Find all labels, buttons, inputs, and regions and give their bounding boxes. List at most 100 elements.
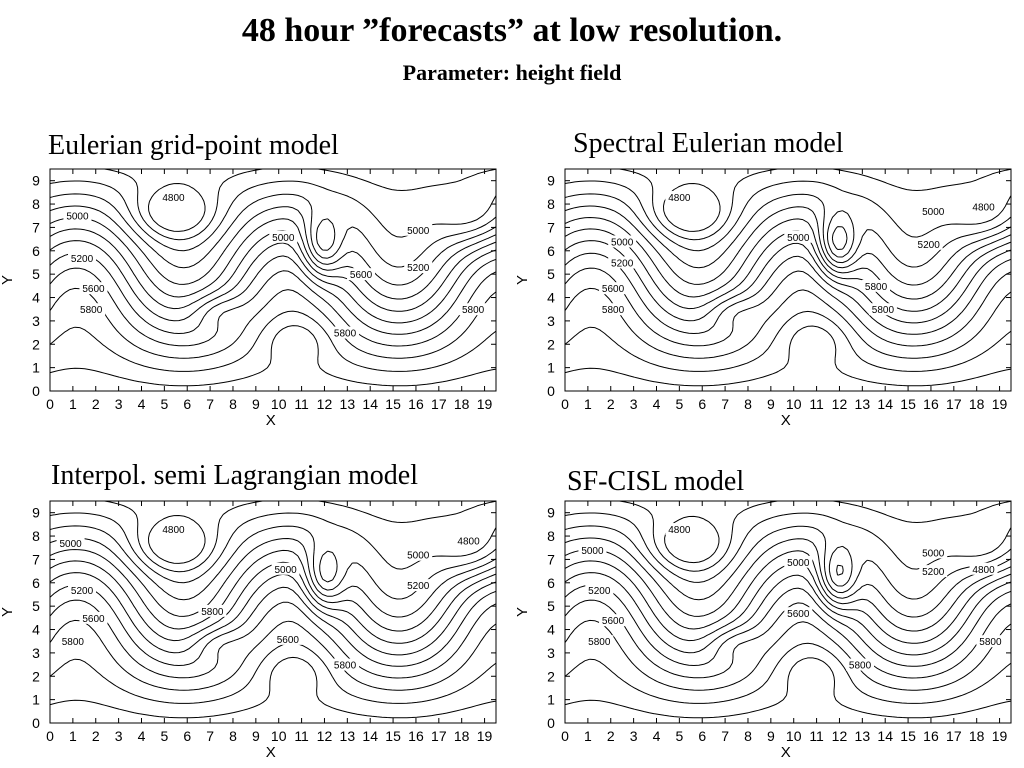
y-tick-label: 5 [32,598,40,614]
contour-label: 5200 [918,240,941,251]
x-tick-label: 9 [767,396,775,412]
y-tick-label: 0 [547,715,555,731]
x-tick-label: 7 [206,728,214,744]
contour-label-bg [665,191,694,204]
contour-label: 5800 [80,305,103,316]
contour-label-bg [846,658,875,671]
x-tick-label: 15 [900,396,916,412]
x-tick-label: 8 [744,728,752,744]
x-tick-label: 18 [454,396,470,412]
contour-label-bg [976,635,1005,648]
y-tick-label: 9 [547,505,555,521]
contour-label-bg [404,223,433,236]
contour-label: 4800 [668,525,691,536]
x-tick-label: 4 [653,396,661,412]
contour-label-bg [404,579,433,592]
contour-label: 5200 [588,586,611,597]
contour-label-bg [919,205,948,218]
y-tick-label: 4 [32,622,40,638]
contour-label-bg [585,583,614,596]
contour-line-5000 [50,525,496,601]
contour-label: 5800 [201,607,224,618]
contour-label: 4800 [972,565,995,576]
contour-label: 5600 [277,635,300,646]
x-tick-label: 4 [653,728,661,744]
y-tick-label: 7 [547,219,555,235]
contour-label-bg [784,607,813,620]
contour-label: 5800 [865,282,888,293]
contour-label-bg [454,534,483,547]
contour-line-5200 [565,217,1011,300]
y-tick-label: 0 [32,383,40,399]
contour-label: 5000 [407,226,430,237]
y-tick-label: 3 [32,313,40,329]
contour-label-bg [919,565,948,578]
contour-label-bg [868,303,897,316]
page-subtitle: Parameter: height field [402,60,622,85]
contour-line-4800 [619,169,1011,250]
contour-label: 5600 [602,616,625,627]
y-tick-label: 6 [32,575,40,591]
x-tick-label: 0 [46,728,54,744]
contour-label-bg [585,635,614,648]
x-tick-label: 17 [431,728,447,744]
y-tick-label: 2 [547,668,555,684]
y-tick-label: 4 [547,622,555,638]
contour-label: 5600 [82,284,105,295]
contour-label: 4800 [162,193,185,204]
contour-label-bg [914,237,943,250]
contour-label-bg [862,279,891,292]
contour-label: 5000 [66,212,89,223]
contour-line-5200 [50,217,496,300]
y-tick-label: 3 [547,313,555,329]
contour-label-bg [578,544,607,557]
panel-title-eulerian: Eulerian grid-point model [48,130,339,161]
x-tick-label: 17 [946,396,962,412]
contour-label-bg [919,546,948,559]
x-tick-label: 6 [183,728,191,744]
y-tick-label: 8 [547,196,555,212]
x-tick-label: 17 [946,728,962,744]
contour-label-bg [271,562,300,575]
contour-label: 5000 [922,548,945,559]
contour-label-bg [79,282,108,295]
contour-plot-spectral: 4800480050005000500052005200560058005800… [514,168,1012,429]
x-axis-label: X [781,412,791,429]
x-tick-label: 1 [69,728,77,744]
x-tick-label: 18 [454,728,470,744]
contour-label: 5200 [407,581,430,592]
contour-label-bg [68,251,97,264]
y-tick-label: 7 [32,551,40,567]
contour-label: 5800 [872,305,895,316]
x-tick-label: 3 [115,728,123,744]
contour-label-bg [599,303,628,316]
x-axis-label: X [266,412,276,429]
contour-label-bg [404,548,433,561]
x-tick-label: 19 [477,728,493,744]
contour-label: 5000 [611,237,634,248]
x-tick-label: 10 [786,396,802,412]
x-tick-label: 14 [362,396,378,412]
y-tick-label: 6 [32,243,40,259]
contour-label: 5200 [71,254,94,265]
contour-label: 5800 [979,637,1002,648]
contour-label: 5200 [407,263,430,274]
x-tick-label: 0 [561,728,569,744]
x-tick-label: 8 [229,396,237,412]
contour-label: 5600 [350,270,373,281]
contour-label: 5800 [462,305,485,316]
contour-label-bg [665,523,694,536]
contour-label: 5600 [787,609,810,620]
contour-line-5500 [50,252,496,335]
plot-frame [49,500,497,724]
contour-label-bg [79,611,108,624]
x-tick-label: 12 [317,396,333,412]
contour-line-5300 [50,560,496,644]
contour-line-4700 [148,183,206,232]
contour-label-bg [159,191,188,204]
x-tick-label: 11 [809,396,824,412]
contour-line-5100 [50,205,496,286]
contour-label: 5800 [588,637,611,648]
contour-line-5000 [565,525,1011,601]
